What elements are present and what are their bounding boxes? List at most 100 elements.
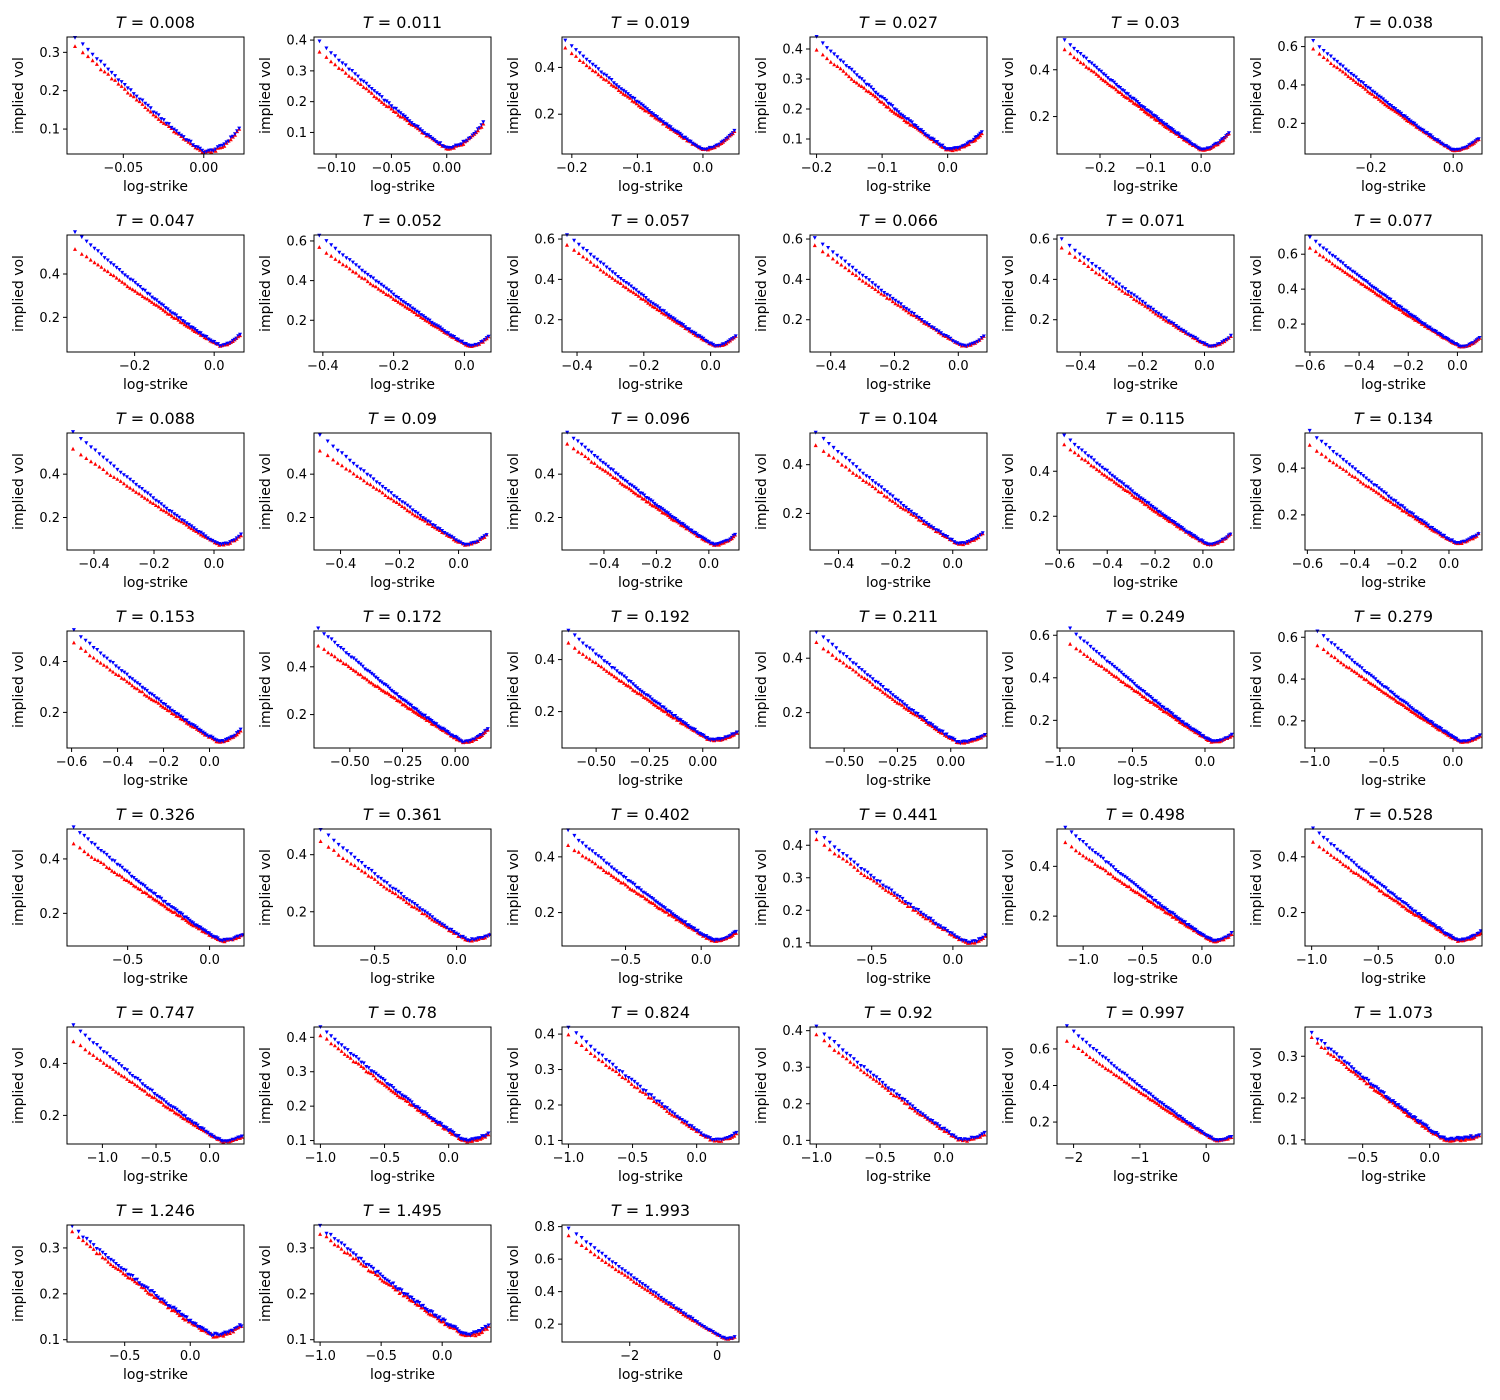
plot-frame bbox=[1056, 828, 1235, 947]
ask-point bbox=[653, 899, 658, 904]
bid-point bbox=[651, 901, 656, 905]
ask-point bbox=[96, 846, 100, 851]
ask-point bbox=[93, 448, 98, 453]
x-tick-label: −1.0 bbox=[1044, 755, 1076, 770]
bid-point bbox=[161, 508, 166, 513]
bid-point bbox=[398, 301, 403, 306]
ask-point bbox=[900, 700, 905, 704]
ask-point bbox=[154, 111, 158, 116]
x-tick-label: −0.50 bbox=[330, 755, 370, 770]
y-tick-label: 0.1 bbox=[782, 936, 803, 951]
ask-point bbox=[588, 252, 593, 257]
bid-point bbox=[911, 711, 916, 716]
ask-point bbox=[189, 524, 194, 529]
ask-point bbox=[1361, 474, 1366, 478]
ask-point bbox=[584, 57, 589, 62]
ask-point bbox=[950, 537, 954, 542]
subplot-title: T = 0.057 bbox=[611, 211, 690, 230]
title-value: = 0.498 bbox=[1116, 805, 1185, 824]
bid-point bbox=[580, 652, 585, 656]
bid-point bbox=[155, 898, 160, 903]
x-tick-label: −0.2 bbox=[880, 557, 912, 572]
ask-point bbox=[647, 695, 652, 699]
ask-point bbox=[1137, 297, 1142, 302]
bid-point bbox=[387, 888, 392, 893]
bid-point bbox=[389, 496, 394, 501]
ask-point bbox=[1381, 97, 1386, 102]
bid-point bbox=[340, 67, 345, 72]
y-tick-label: 0.2 bbox=[782, 103, 803, 118]
bid-point bbox=[324, 251, 329, 255]
ask-point bbox=[593, 852, 598, 856]
ask-point bbox=[943, 334, 948, 338]
ask-point bbox=[1444, 730, 1449, 735]
title-symbol: T bbox=[1354, 805, 1365, 824]
x-tick-label: −0.2 bbox=[1127, 359, 1159, 374]
ask-point bbox=[449, 927, 454, 932]
ask-point bbox=[130, 278, 135, 283]
bid-point bbox=[1139, 893, 1144, 898]
ask-point bbox=[178, 911, 183, 916]
bid-point bbox=[565, 242, 569, 247]
ask-point bbox=[1083, 451, 1088, 455]
bid-point bbox=[1315, 643, 1320, 648]
ask-point bbox=[1373, 677, 1378, 682]
ask-point bbox=[198, 530, 203, 535]
ask-point bbox=[1228, 333, 1233, 338]
bid-point bbox=[838, 66, 843, 71]
bid-point bbox=[113, 78, 118, 82]
ask-point bbox=[1354, 272, 1359, 277]
ask-point bbox=[157, 895, 162, 900]
ask-point bbox=[1407, 905, 1412, 910]
ask-point bbox=[1068, 438, 1073, 443]
ask-point bbox=[174, 313, 179, 318]
subplot: T = 0.326−0.5 0.00.20.4log-strikeimplied … bbox=[11, 805, 245, 987]
bid-point bbox=[124, 878, 129, 882]
bid-point bbox=[900, 899, 905, 904]
x-tick-label: −0.2 bbox=[148, 755, 180, 770]
x-axis-label: log-strike bbox=[866, 179, 931, 195]
bid-point bbox=[94, 62, 99, 66]
bid-point bbox=[601, 868, 606, 872]
ask-point bbox=[134, 94, 139, 99]
ask-point bbox=[861, 471, 866, 476]
ask-point bbox=[711, 938, 716, 942]
ask-point bbox=[122, 1067, 127, 1071]
ask-point bbox=[625, 480, 630, 484]
ask-point bbox=[174, 908, 179, 913]
bid-point bbox=[1097, 272, 1102, 277]
ask-point bbox=[607, 267, 612, 272]
bid-point bbox=[888, 695, 893, 699]
ask-point bbox=[1144, 692, 1149, 697]
x-tick-label: −0.10 bbox=[316, 161, 356, 176]
ask-point bbox=[864, 276, 868, 280]
y-tick-label: 0.4 bbox=[1029, 465, 1050, 480]
ask-point bbox=[657, 702, 662, 707]
ask-point bbox=[86, 837, 91, 842]
bid-point bbox=[135, 686, 140, 691]
bid-point bbox=[1101, 78, 1106, 82]
bid-point bbox=[73, 44, 77, 48]
bid-point bbox=[825, 56, 829, 61]
ask-point bbox=[382, 879, 386, 884]
bid-point bbox=[131, 94, 136, 99]
bid-point bbox=[389, 106, 394, 111]
y-axis-label: implied vol bbox=[754, 453, 770, 530]
ask-point bbox=[151, 110, 156, 115]
plot-frame bbox=[561, 432, 740, 551]
bid-point bbox=[1388, 499, 1393, 504]
bid-point bbox=[1354, 277, 1359, 282]
ask-point bbox=[451, 536, 456, 540]
x-tick-label: −0.50 bbox=[576, 755, 616, 770]
bid-point bbox=[363, 870, 368, 875]
bid-point bbox=[71, 841, 76, 846]
ask-point bbox=[1171, 520, 1176, 524]
bid-point bbox=[377, 488, 382, 493]
ask-point bbox=[413, 510, 418, 514]
bid-point bbox=[178, 913, 183, 918]
ask-point bbox=[572, 633, 577, 638]
bid-point bbox=[87, 653, 92, 658]
bid-point bbox=[629, 289, 634, 293]
scatter-points bbox=[814, 35, 984, 153]
bid-point bbox=[374, 487, 379, 491]
